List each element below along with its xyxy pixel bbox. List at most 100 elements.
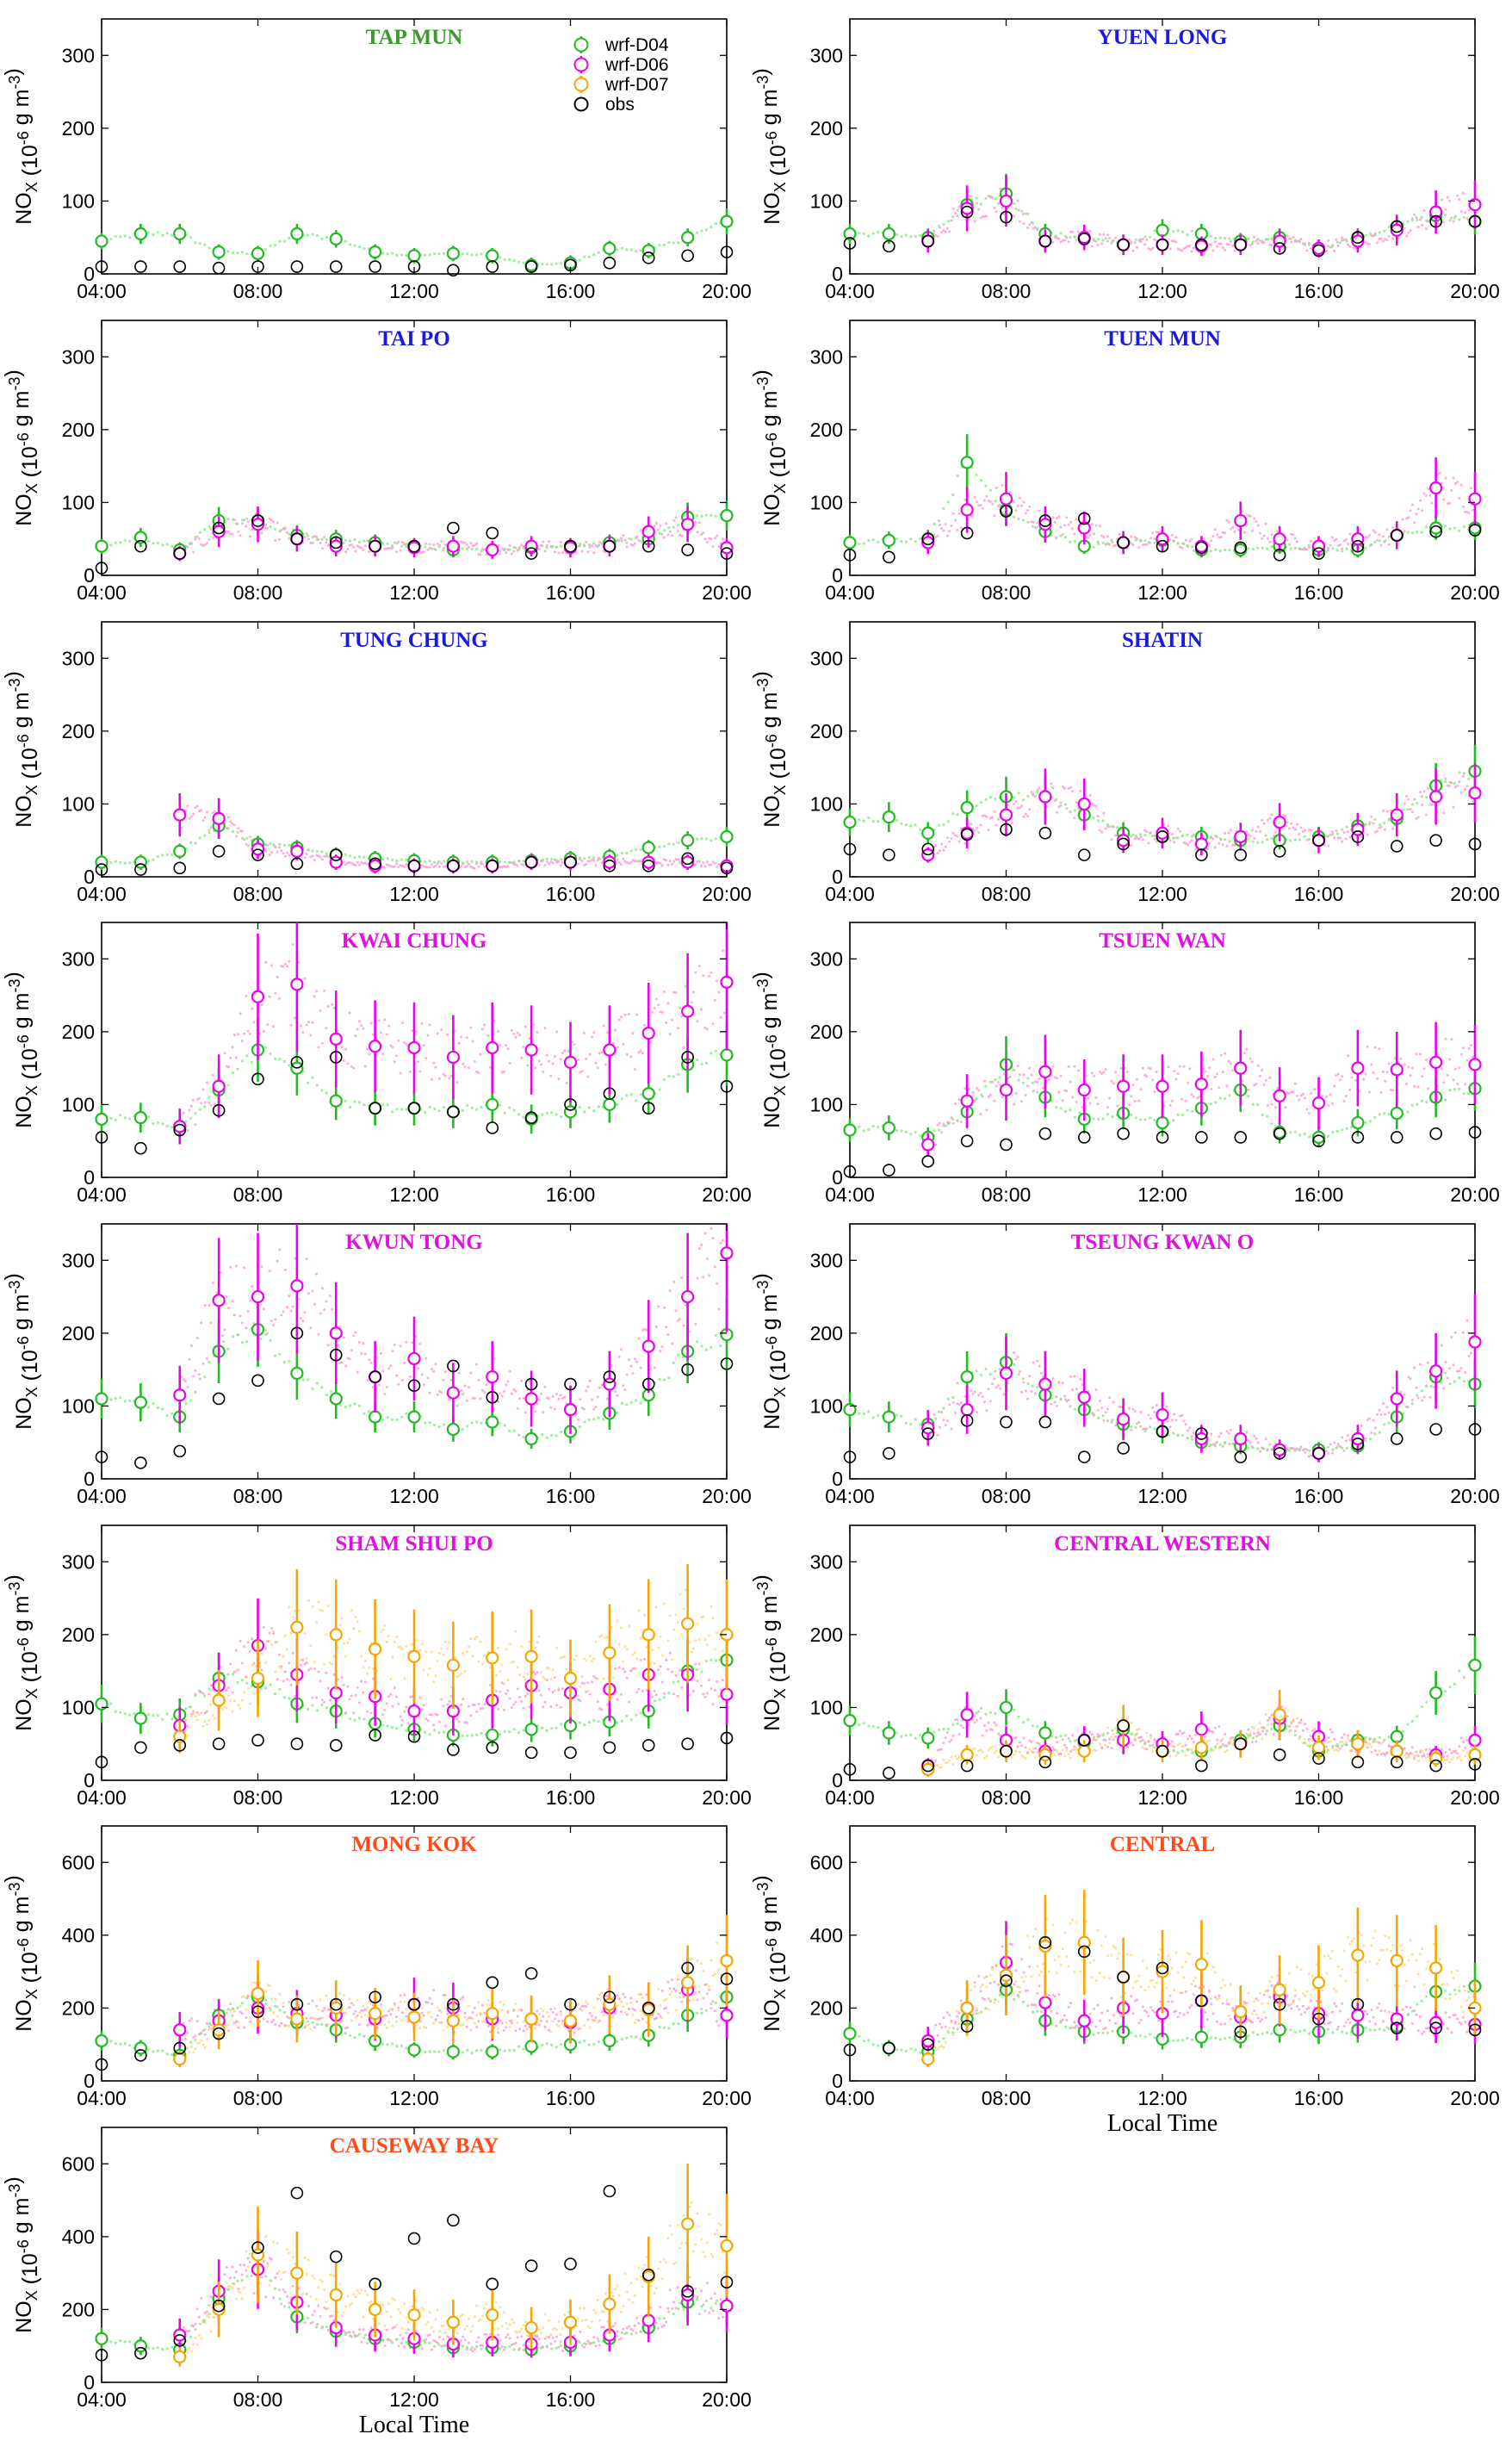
panel-7-d04-point: [1390, 1106, 1404, 1121]
panel-8-d06-sample: [499, 1392, 502, 1395]
panel-5-d06-sample: [1286, 821, 1289, 824]
panel-0-d04-sample: [583, 255, 586, 258]
panel-4-d04-sample: [625, 852, 629, 855]
panel-1-d06-point: [960, 202, 974, 215]
panel-2-d04-sample: [442, 546, 446, 550]
panel-0-d04-sample: [405, 254, 408, 258]
panel-5-d06-sample: [1464, 787, 1467, 791]
panel-3-d06-sample: [1061, 532, 1064, 536]
panel-6-d06-sample: [225, 1065, 228, 1068]
panel-8-d04-sample: [282, 1361, 286, 1364]
panel-1-d06-sample: [1149, 248, 1152, 251]
panel-7-d06-sample: [1170, 1100, 1174, 1102]
panel-0-ytick-label: 200: [62, 117, 95, 140]
panel-6-d06-sample: [680, 1015, 684, 1018]
panel-3-d06-sample: [1233, 530, 1236, 533]
panel-2-d06-sample: [505, 551, 508, 554]
panel-3-d04-sample: [1130, 542, 1133, 545]
panel-0-d04-sample: [587, 255, 591, 258]
panel-2-d06-sample: [342, 542, 345, 544]
panel-6-d06-sample: [399, 1071, 402, 1075]
panel-5-d04-sample: [1289, 839, 1292, 842]
panel-6-d04-sample: [578, 1105, 582, 1109]
panel-4-d04-point: [173, 844, 187, 859]
panel-7-d06-sample: [1253, 1084, 1256, 1087]
panel-4-d04-sample: [194, 841, 197, 845]
panel-3-d06-sample: [979, 504, 982, 507]
panel-9-d06-sample: [1165, 1405, 1168, 1408]
panel-8-d06-sample: [592, 1407, 596, 1411]
panel-6-d06-sample: [557, 1077, 561, 1081]
panel-5-ytick-label: 0: [832, 866, 843, 888]
panel-6-d04-sample: [672, 1075, 675, 1078]
panel-9-d06-sample: [1071, 1388, 1075, 1392]
panel-6-d04-sample: [381, 1103, 385, 1107]
panel-1-d06-sample: [1250, 242, 1254, 245]
panel-7-d06-sample: [1038, 1077, 1041, 1081]
panel-7-d06-sample: [1470, 1044, 1472, 1047]
panel-2-d06-sample: [393, 541, 396, 544]
panel-8-d06-sample: [422, 1383, 425, 1387]
panel-5-d06-sample: [1409, 808, 1412, 810]
panel-5-d04-sample: [909, 824, 913, 828]
panel-3-d06-sample: [1458, 497, 1461, 500]
panel-6-d06-sample: [479, 1053, 482, 1056]
panel-4-d06-sample: [237, 827, 240, 830]
panel-3-d06-sample: [1118, 532, 1121, 536]
panel-7-d06-sample: [1276, 1086, 1280, 1090]
panel-2-d06-sample: [665, 522, 668, 525]
panel-5-d04-sample: [1017, 792, 1020, 795]
panel-1-d06-sample: [1354, 246, 1358, 250]
panel-7-d06-sample: [1002, 1072, 1006, 1076]
panel-6-d06-sample: [551, 1062, 555, 1065]
panel-2-d06-sample: [266, 527, 270, 530]
panel-9-d06-sample: [1416, 1396, 1420, 1400]
panel-5-ytick-label: 100: [810, 792, 843, 815]
panel-3-d06-sample: [1344, 538, 1348, 541]
panel-2-d06-sample: [697, 521, 701, 525]
panel-3-d04-sample: [937, 519, 941, 523]
panel-4-d06-sample: [288, 854, 291, 857]
panel-3-d06-sample: [1450, 488, 1453, 492]
panel-8-d04-sample: [616, 1412, 619, 1415]
panel-3-d06-point: [1077, 521, 1091, 535]
panel-8-d04-sample: [503, 1424, 506, 1427]
panel-5-d06-sample: [1301, 830, 1304, 833]
panel-3-d04-sample: [1214, 548, 1218, 551]
panel-0-d04-sample: [208, 246, 211, 250]
panel-7-d06-sample: [1127, 1103, 1131, 1107]
panel-9-d06-sample: [1170, 1419, 1174, 1422]
panel-3-d06-sample: [1051, 516, 1055, 519]
panel-0-d04-sample: [170, 233, 174, 237]
panel-7-d06-sample: [1036, 1081, 1039, 1084]
panel-8-d06-sample: [522, 1396, 525, 1400]
panel-0-ylabel-part: (10: [18, 145, 42, 182]
panel-8-d06-sample: [248, 1299, 251, 1302]
panel-4-d06-sample: [391, 866, 394, 869]
panel-3-d06-sample: [1024, 512, 1027, 515]
panel-4-obs-point: [681, 852, 694, 866]
panel-9-d04-sample: [984, 1367, 988, 1371]
panel-1-d04-sample: [1092, 238, 1095, 241]
panel-2-d06-sample: [231, 532, 234, 536]
panel-1-d06-sample: [1168, 247, 1172, 251]
panel-8-d04-sample: [325, 1394, 328, 1397]
panel-7-ylabel-part: g m: [758, 993, 782, 1035]
panel-1-d04-sample: [900, 235, 903, 239]
panel-5-obs-point: [921, 842, 935, 856]
panel-2-d04-sample: [395, 542, 399, 545]
panel-9-d06-sample: [940, 1411, 944, 1414]
panel-1-ylabel-part: g m: [758, 90, 782, 132]
panel-9-d04-sample: [1303, 1447, 1306, 1450]
panel-2-d06-sample: [462, 541, 465, 544]
panel-6-obs-point: [95, 1131, 108, 1144]
panel-6-d06-sample: [387, 1024, 390, 1028]
panel-3-d06-sample: [1208, 544, 1211, 547]
panel-1-d04-sample: [1378, 231, 1381, 234]
panel-6-xtick-label: 12:00: [389, 1183, 439, 1206]
panel-4-xtick-label: 08:00: [233, 883, 283, 905]
panel-9-d06-sample: [1051, 1377, 1055, 1380]
panel-1-d06-sample: [1174, 240, 1178, 244]
panel-1-obs-point: [1195, 238, 1208, 251]
panel-8-xtick-label: 12:00: [389, 1485, 439, 1507]
